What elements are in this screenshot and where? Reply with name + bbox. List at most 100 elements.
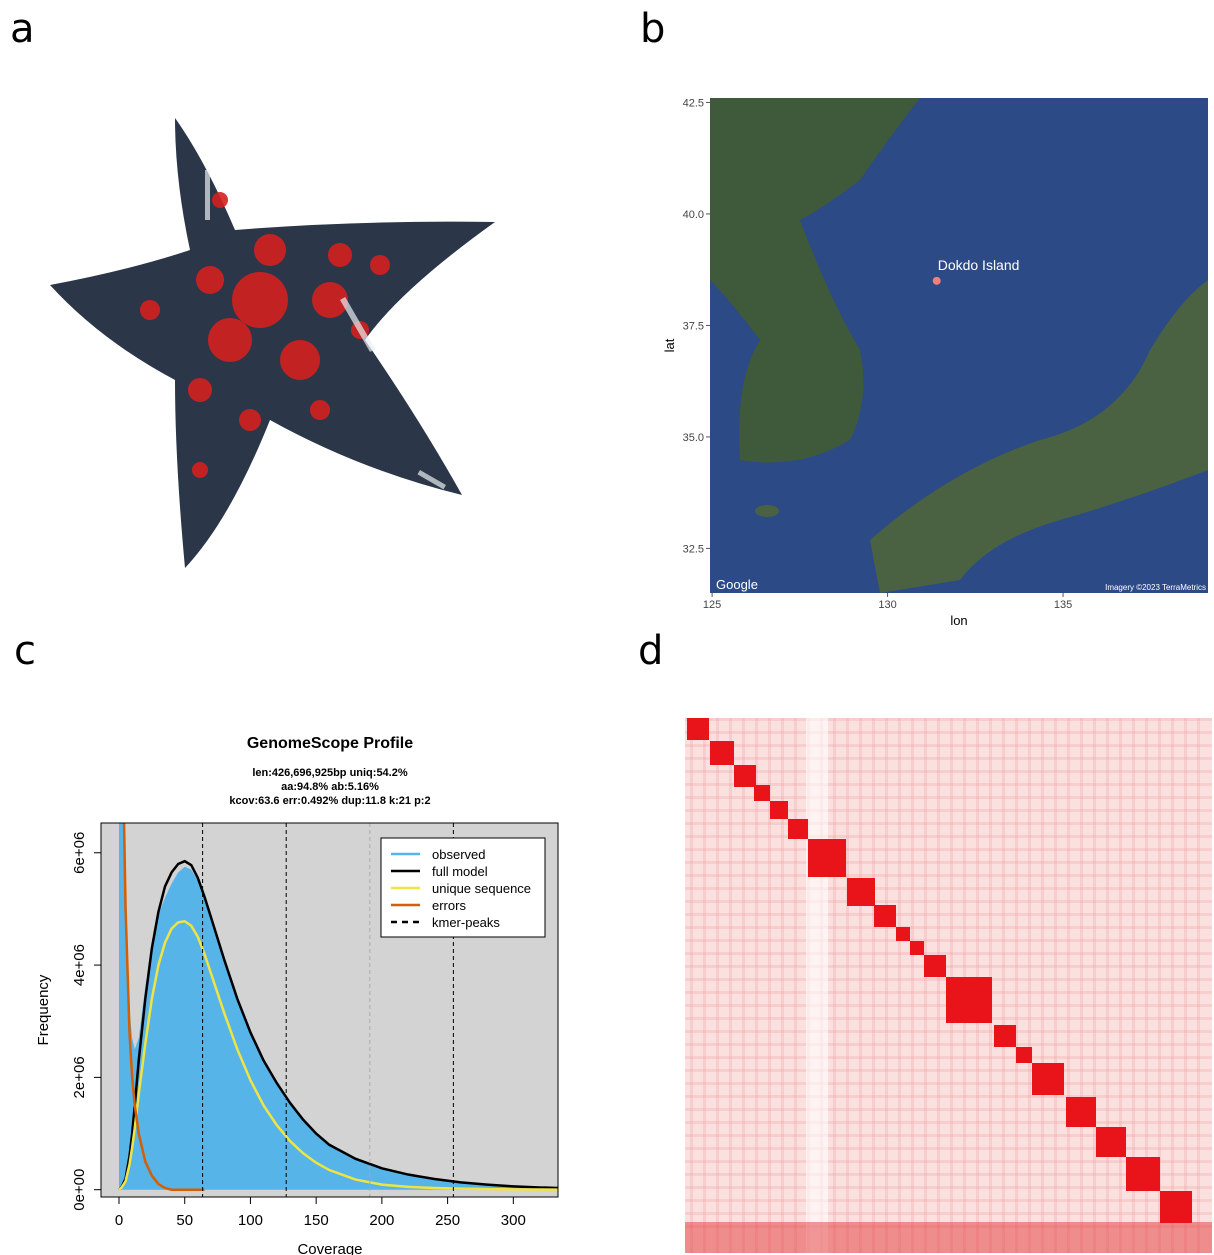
heatmap-stripe bbox=[885, 718, 888, 1253]
y-axis-label: lat bbox=[662, 338, 677, 352]
heatmap-block bbox=[994, 1025, 1016, 1047]
heatmap-block bbox=[788, 819, 808, 839]
heatmap-stripe bbox=[1184, 718, 1187, 1253]
legend-label: errors bbox=[432, 898, 466, 913]
heatmap-stripe bbox=[911, 718, 914, 1253]
plot-frame bbox=[100, 822, 559, 1198]
heatmap-block bbox=[847, 878, 875, 906]
heatmap-block bbox=[1096, 1127, 1126, 1157]
heatmap-stripe bbox=[685, 848, 1212, 851]
heatmap-stripe bbox=[685, 1030, 1212, 1033]
heatmap-stripe bbox=[685, 1173, 1212, 1176]
line bbox=[118, 919, 558, 1191]
area bbox=[119, 823, 558, 1190]
y-tick-label: 42.5 bbox=[683, 97, 704, 109]
heatmap-block bbox=[1032, 1063, 1064, 1095]
legend-label: unique sequence bbox=[432, 881, 531, 896]
x-tick-label: 300 bbox=[501, 1212, 526, 1229]
plot-area bbox=[118, 823, 558, 1197]
heatmap-block bbox=[896, 927, 910, 941]
heatmap-stripe bbox=[1002, 718, 1005, 1253]
heatmap-block bbox=[910, 941, 924, 955]
heatmap-block bbox=[710, 741, 734, 765]
y-tick-label: 0e+00 bbox=[71, 1169, 88, 1211]
heatmap-stripe bbox=[924, 718, 927, 1253]
panel-label: d bbox=[638, 628, 663, 674]
heatmap-stripe bbox=[685, 1212, 1212, 1215]
heatmap-stripe bbox=[1054, 718, 1057, 1253]
point-label: Dokdo Island bbox=[938, 257, 1020, 273]
heatmap-stripe bbox=[685, 1199, 1212, 1202]
heatmap-stripe bbox=[685, 1095, 1212, 1098]
y-tick-label: 6e+06 bbox=[71, 832, 88, 874]
x-tick-label: 130 bbox=[878, 599, 896, 611]
heatmap-stripe bbox=[685, 757, 1212, 760]
panel-label: b bbox=[640, 6, 665, 52]
line bbox=[122, 823, 205, 1191]
heatmap-band bbox=[806, 718, 828, 1253]
heatmap-block bbox=[808, 839, 846, 877]
heatmap-stripe bbox=[685, 900, 1212, 903]
heatmap-stripe bbox=[1028, 718, 1031, 1253]
heatmap-stripe bbox=[685, 718, 1212, 721]
heatmap-stripe bbox=[685, 1069, 1212, 1072]
heatmap-stripe bbox=[1080, 718, 1083, 1253]
heatmap-block bbox=[734, 765, 756, 787]
legend-label: observed bbox=[432, 847, 485, 862]
map-credit: Google bbox=[716, 577, 758, 592]
heatmap-stripe bbox=[1119, 718, 1122, 1253]
heatmap-stripe bbox=[685, 965, 1212, 968]
y-axis-label: Frequency bbox=[35, 974, 52, 1045]
heatmap-block bbox=[770, 801, 788, 819]
y-tick-label: 4e+06 bbox=[71, 944, 88, 986]
y-tick-label: 2e+06 bbox=[71, 1056, 88, 1098]
x-axis-label: Coverage bbox=[297, 1241, 362, 1255]
heatmap-stripe bbox=[685, 1186, 1212, 1189]
heatmap-stripe bbox=[685, 1134, 1212, 1137]
hic-heatmap bbox=[685, 718, 1212, 1253]
x-tick-label: 125 bbox=[703, 599, 721, 611]
chart-subtitle: aa:94.8% ab:5.16% bbox=[281, 781, 379, 793]
line bbox=[118, 859, 558, 1191]
heatmap-stripe bbox=[685, 744, 1212, 747]
x-tick-label: 150 bbox=[304, 1212, 329, 1229]
heatmap-stripe bbox=[937, 718, 940, 1253]
heatmap-stripe bbox=[685, 1043, 1212, 1046]
heatmap-stripe bbox=[1171, 718, 1174, 1253]
x-tick-label: 250 bbox=[435, 1212, 460, 1229]
heatmap-stripe bbox=[1093, 718, 1096, 1253]
heatmap-stripe bbox=[685, 796, 1212, 799]
heatmap-stripe bbox=[685, 952, 1212, 955]
heatmap-block bbox=[1126, 1157, 1160, 1191]
heatmap-stripe bbox=[685, 809, 1212, 812]
heatmap-stripe bbox=[685, 887, 1212, 890]
chart-subtitle: kcov:63.6 err:0.492% dup:11.8 k:21 p:2 bbox=[229, 795, 430, 807]
heatmap-block bbox=[874, 905, 896, 927]
heatmap-stripe bbox=[1158, 718, 1161, 1253]
heatmap-stripe bbox=[1067, 718, 1070, 1253]
panel-label: a bbox=[10, 6, 35, 52]
y-tick-label: 32.5 bbox=[683, 543, 704, 555]
starfish-photo bbox=[50, 118, 495, 568]
chart-title: GenomeScope Profile bbox=[247, 735, 413, 752]
heatmap-stripe bbox=[1041, 718, 1044, 1253]
heatmap-stripe bbox=[685, 783, 1212, 786]
heatmap-block bbox=[1160, 1191, 1192, 1223]
heatmap-stripe bbox=[685, 1056, 1212, 1059]
heatmap-stripe bbox=[685, 861, 1212, 864]
heatmap-stripe bbox=[685, 1160, 1212, 1163]
heatmap-stripe bbox=[898, 718, 901, 1253]
heatmap-stripe bbox=[755, 718, 758, 1253]
heatmap-stripe bbox=[768, 718, 771, 1253]
heatmap-stripe bbox=[1132, 718, 1135, 1253]
heatmap-stripe bbox=[690, 718, 693, 1253]
x-tick-label: 50 bbox=[176, 1212, 193, 1229]
x-tick-label: 200 bbox=[369, 1212, 394, 1229]
heatmap-stripe bbox=[685, 1147, 1212, 1150]
heatmap-stripe bbox=[685, 835, 1212, 838]
map-credit: Imagery ©2023 TerraMetrics bbox=[1105, 583, 1206, 592]
heatmap-stripe bbox=[794, 718, 797, 1253]
x-tick-label: 0 bbox=[115, 1212, 123, 1229]
heatmap-block bbox=[687, 718, 709, 740]
